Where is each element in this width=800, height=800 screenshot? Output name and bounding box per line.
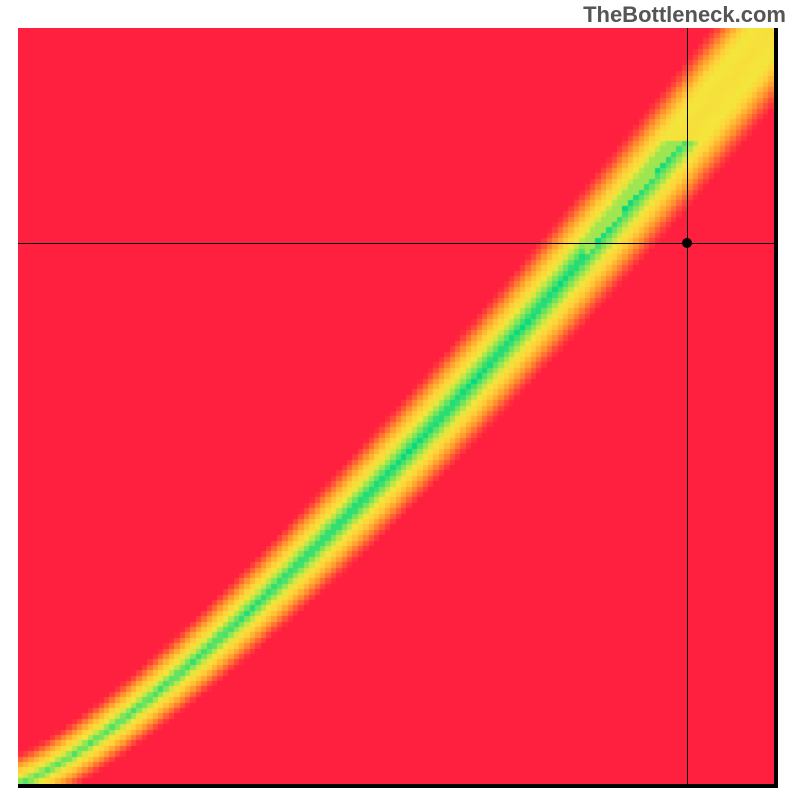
figure-container: TheBottleneck.com — [0, 0, 800, 800]
bottleneck-heatmap — [18, 28, 774, 784]
crosshair-horizontal — [18, 243, 774, 244]
plot-area — [18, 28, 778, 788]
crosshair-vertical — [687, 28, 688, 784]
watermark-text: TheBottleneck.com — [583, 2, 786, 28]
crosshair-marker-dot — [682, 238, 692, 248]
